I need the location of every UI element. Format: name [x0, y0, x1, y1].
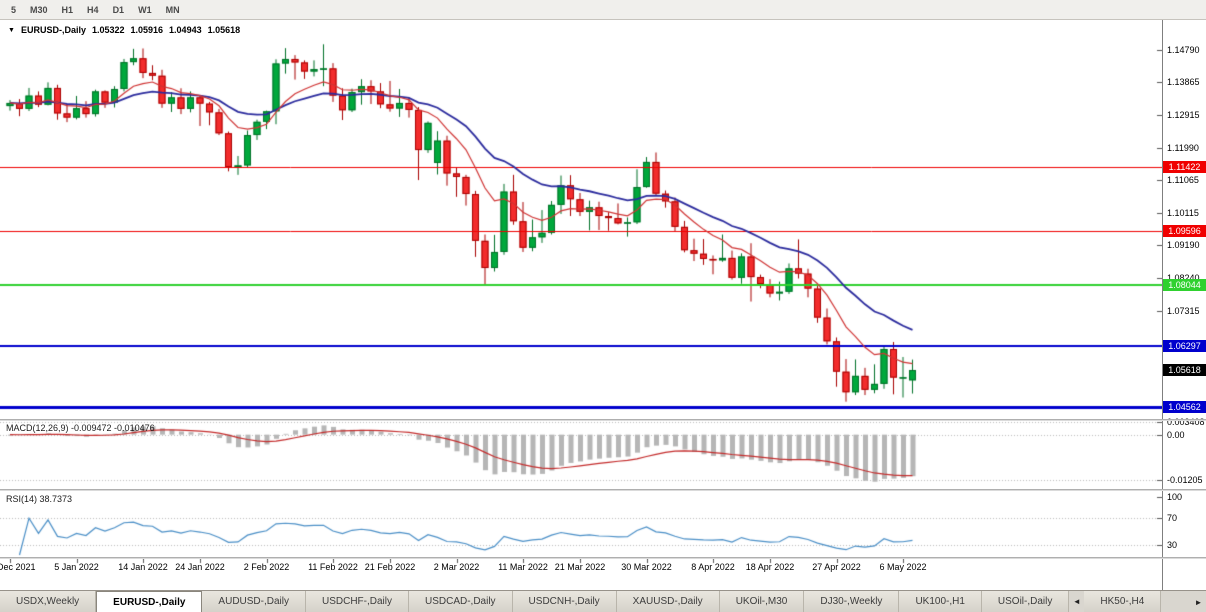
timeframe-button-m30[interactable]: M30	[30, 4, 48, 15]
time-axis-label: 30 Mar 2022	[621, 562, 672, 572]
macd-axis-label: 0.003408	[1167, 416, 1205, 427]
timeframe-button-mn[interactable]: MN	[165, 4, 180, 15]
macd-indicator-label: MACD(12,26,9) -0.009472 -0.010476	[6, 423, 155, 433]
price-axis-label: 1.11065	[1167, 174, 1199, 185]
price-axis-label: 1.12915	[1167, 110, 1200, 121]
time-axis-label: 5 Jan 2022	[54, 562, 99, 572]
time-axis-label: 2 Mar 2022	[433, 562, 480, 572]
chart-symbol-title: EURUSD-,Daily	[20, 25, 86, 35]
tab-dj30-weekly[interactable]: DJ30-,Weekly	[804, 591, 900, 612]
ohlc-high: 1.05916	[130, 25, 164, 35]
time-axis-label: 27 Dec 2021	[0, 562, 36, 572]
tab-hk50-h4[interactable]: HK50-,H4	[1084, 591, 1162, 612]
rsi-axis-label: 100	[1167, 492, 1183, 502]
price-axis-label: 1.09190	[1167, 240, 1200, 251]
tab-usdcnh-daily[interactable]: USDCNH-,Daily	[512, 591, 617, 612]
time-axis-label: 21 Mar 2022	[554, 562, 606, 572]
tab-xauusd-daily[interactable]: XAUUSD-,Daily	[616, 591, 720, 612]
ohlc-close: 1.05618	[207, 25, 241, 35]
tab-audusd-daily[interactable]: AUDUSD-,Daily	[202, 591, 306, 612]
chart-tabs-bar: USDX,Weekly EURUSD-,Daily AUDUSD-,Daily USD…	[0, 590, 1206, 612]
hline-price-tag: 1.06297	[1163, 340, 1206, 353]
time-axis-label: 6 May 2022	[879, 562, 927, 572]
hline-price-tag: 1.04562	[1163, 400, 1206, 413]
price-axis-label: 1.14790	[1167, 44, 1200, 55]
price-axis-border	[1162, 20, 1163, 590]
hline-price-tag: 1.08044	[1163, 279, 1206, 292]
symbol-dropdown-icon[interactable]: ▼	[8, 26, 15, 34]
time-axis-label: 18 Apr 2022	[745, 562, 795, 572]
panel-separator[interactable]	[0, 419, 1206, 421]
time-axis-label: 11 Mar 2022	[498, 562, 548, 572]
macd-axis-label: 0.00	[1167, 429, 1185, 440]
time-axis-label: 27 Apr 2022	[812, 562, 861, 572]
time-axis-label: 24 Jan 2022	[175, 562, 225, 572]
tabs-scroll-left-icon[interactable]: ◄	[1072, 597, 1081, 606]
time-axis-label: 11 Feb 2022	[308, 562, 358, 572]
time-axis-label: 8 Apr 2022	[691, 562, 735, 572]
rsi-axis-label: 30	[1167, 539, 1178, 550]
chart-header: ▼ EURUSD-,Daily 1.05322 1.05916 1.04943 …	[8, 25, 240, 35]
timeframe-toolbar: 5 M30 H1 H4 D1 W1 MN	[0, 0, 1206, 20]
tab-usdchf-daily[interactable]: USDCHF-,Daily	[305, 591, 409, 612]
macd-axis-label: -0.01205	[1167, 475, 1203, 486]
time-axis-label: 2 Feb 2022	[243, 562, 290, 572]
chart-canvas[interactable]	[0, 20, 1162, 590]
tabs-scroll-right-icon[interactable]: ►	[1191, 592, 1206, 612]
hline-price-tag: 1.11422	[1163, 161, 1206, 174]
timeframe-button-d1[interactable]: D1	[112, 4, 125, 15]
tab-usoil-daily[interactable]: USOil-,Daily	[981, 591, 1070, 612]
price-axis-label: 1.07315	[1167, 305, 1200, 316]
tab-usdx-weekly[interactable]: USDX,Weekly	[0, 591, 97, 612]
ohlc-low: 1.04943	[169, 25, 202, 35]
price-axis-label: 1.11990	[1167, 142, 1199, 153]
tab-uk100-h1[interactable]: UK100-,H1	[899, 591, 982, 612]
price-axis-label: 1.13865	[1167, 77, 1200, 88]
price-axis-label: 1.08240	[1167, 273, 1200, 284]
hline-price-tag: 1.09596	[1163, 225, 1206, 238]
tab-eurusd-daily[interactable]: EURUSD-,Daily	[96, 591, 203, 612]
price-axis[interactable]: 1.14790 1.13865 1.12915 1.11990 1.11065 1.101…	[1163, 0, 1206, 612]
time-axis-label: 21 Feb 2022	[364, 562, 416, 572]
last-price-tag: 1.05618	[1163, 363, 1206, 376]
rsi-axis-label: 70	[1167, 512, 1178, 523]
panel-separator[interactable]	[0, 557, 1206, 559]
time-axis-label: 14 Jan 2022	[118, 562, 168, 572]
rsi-indicator-label: RSI(14) 38.7373	[6, 494, 73, 504]
timeframe-button-h1[interactable]: H1	[61, 4, 74, 15]
timeframe-button-h4[interactable]: H4	[87, 4, 99, 15]
timeframe-button-5[interactable]: 5	[11, 4, 17, 15]
tab-usdcad-daily[interactable]: USDCAD-,Daily	[408, 591, 513, 612]
ohlc-open: 1.05322	[91, 25, 125, 35]
timeframe-button-w1[interactable]: W1	[138, 4, 152, 15]
time-axis[interactable]: 27 Dec 2021 5 Jan 2022 14 Jan 2022 24 Jan 2…	[0, 558, 1162, 590]
tab-ukoil-m30[interactable]: UKOil-,M30	[719, 591, 805, 612]
price-axis-label: 1.10115	[1167, 208, 1199, 219]
panel-separator[interactable]	[0, 489, 1206, 491]
